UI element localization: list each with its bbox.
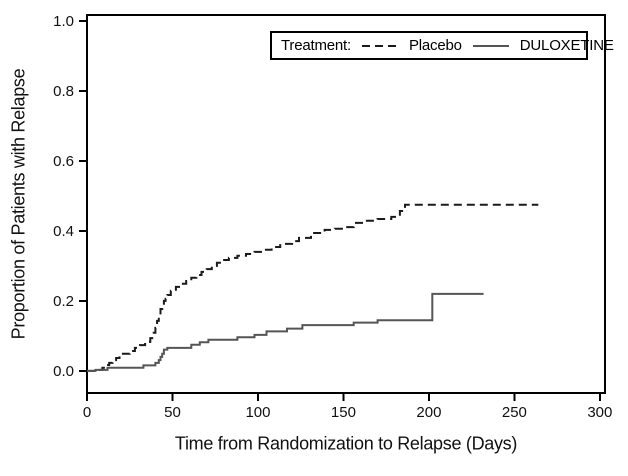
y-axis-ticks: 0.0 0.2 0.4 0.6 0.8 1.0 bbox=[53, 13, 87, 380]
x-tick-label: 100 bbox=[245, 404, 270, 421]
series-curves bbox=[87, 203, 539, 372]
x-tick-label: 200 bbox=[416, 404, 441, 421]
x-tick-label: 50 bbox=[164, 404, 181, 421]
series-placebo-curve bbox=[87, 203, 539, 372]
y-tick-label: 0.2 bbox=[53, 293, 74, 310]
legend-box: Treatment: Placebo DULOXETINE bbox=[270, 31, 614, 60]
legend-label-duloxetine: DULOXETINE bbox=[519, 37, 614, 54]
placebo-dashed-line-swatch bbox=[361, 44, 398, 47]
y-tick-label: 1.0 bbox=[53, 13, 74, 30]
series-duloxetine-curve bbox=[87, 292, 484, 372]
legend-title: Treatment: bbox=[281, 37, 351, 54]
x-axis-ticks: 0 50 100 150 200 250 300 bbox=[83, 393, 612, 421]
duloxetine-solid-line-swatch bbox=[472, 44, 509, 47]
y-tick-label: 0.0 bbox=[53, 363, 74, 380]
x-axis-title: Time from Randomization to Relapse (Days… bbox=[174, 433, 518, 454]
plot-frame bbox=[86, 14, 606, 394]
x-tick-label: 250 bbox=[502, 404, 527, 421]
y-tick-label: 0.6 bbox=[53, 153, 74, 170]
x-tick-label: 150 bbox=[331, 404, 356, 421]
y-axis-title: Proportion of Patients with Relapse bbox=[8, 68, 29, 340]
x-tick-label: 300 bbox=[587, 404, 612, 421]
legend-label-placebo: Placebo bbox=[408, 37, 462, 54]
y-tick-label: 0.8 bbox=[53, 83, 74, 100]
y-tick-label: 0.4 bbox=[53, 223, 74, 240]
x-tick-label: 0 bbox=[83, 404, 91, 421]
